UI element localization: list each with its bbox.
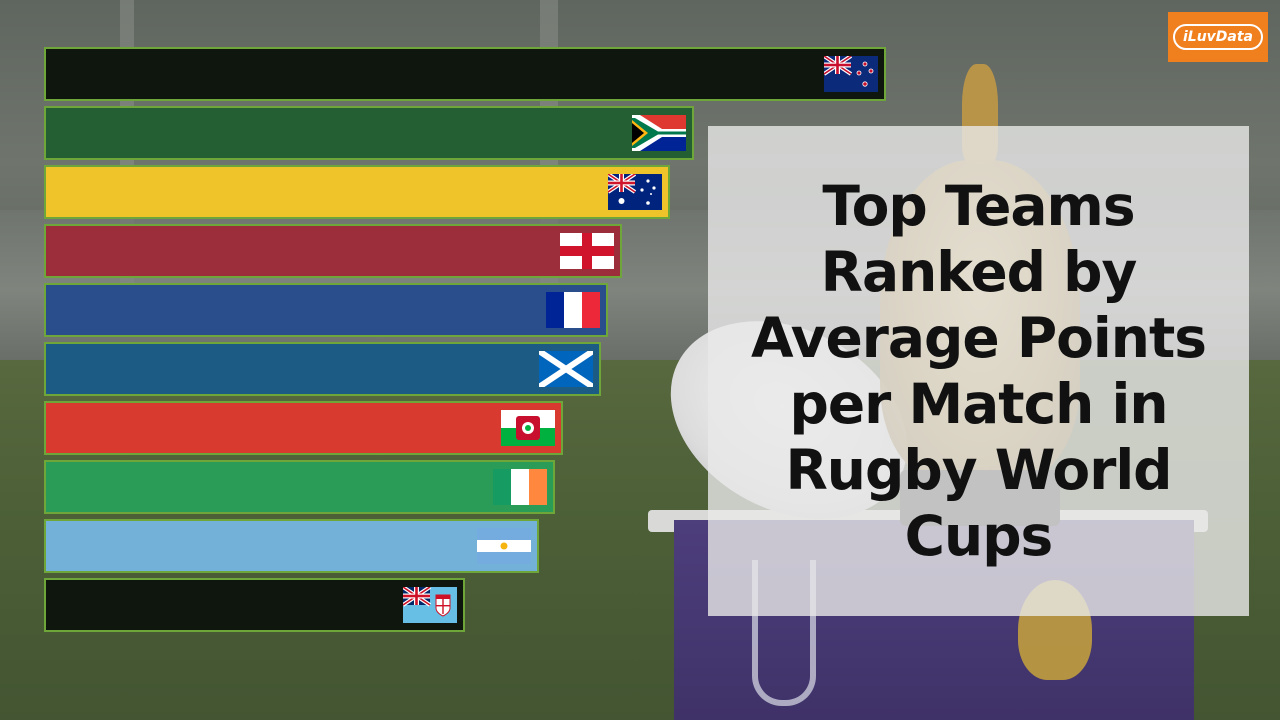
bar-south-africa <box>44 106 694 160</box>
bar-new-zealand <box>44 47 886 101</box>
bar-wales <box>44 401 563 455</box>
wales-flag-icon <box>501 410 555 446</box>
new-zealand-flag-icon <box>824 56 878 92</box>
bar-scotland <box>44 342 601 396</box>
brand-logo: iLuvData <box>1168 12 1268 62</box>
fiji-flag-icon <box>403 587 457 623</box>
bar-ireland <box>44 460 555 514</box>
ireland-flag-icon <box>493 469 547 505</box>
australia-flag-icon <box>608 174 662 210</box>
title-panel: Top Teams Ranked by Average Points per M… <box>708 126 1249 616</box>
france-flag-icon <box>546 292 600 328</box>
scotland-flag-icon <box>539 351 593 387</box>
bar-france <box>44 283 608 337</box>
rwc-logo-image <box>752 560 816 706</box>
bar-england <box>44 224 622 278</box>
england-flag-icon <box>560 233 614 269</box>
bar-australia <box>44 165 670 219</box>
brand-name: iLuvData <box>1172 24 1264 50</box>
south-africa-flag-icon <box>632 115 686 151</box>
bar-fiji <box>44 578 465 632</box>
bar-argentina <box>44 519 539 573</box>
chart-title: Top Teams Ranked by Average Points per M… <box>751 174 1207 568</box>
argentina-flag-icon <box>477 528 531 564</box>
